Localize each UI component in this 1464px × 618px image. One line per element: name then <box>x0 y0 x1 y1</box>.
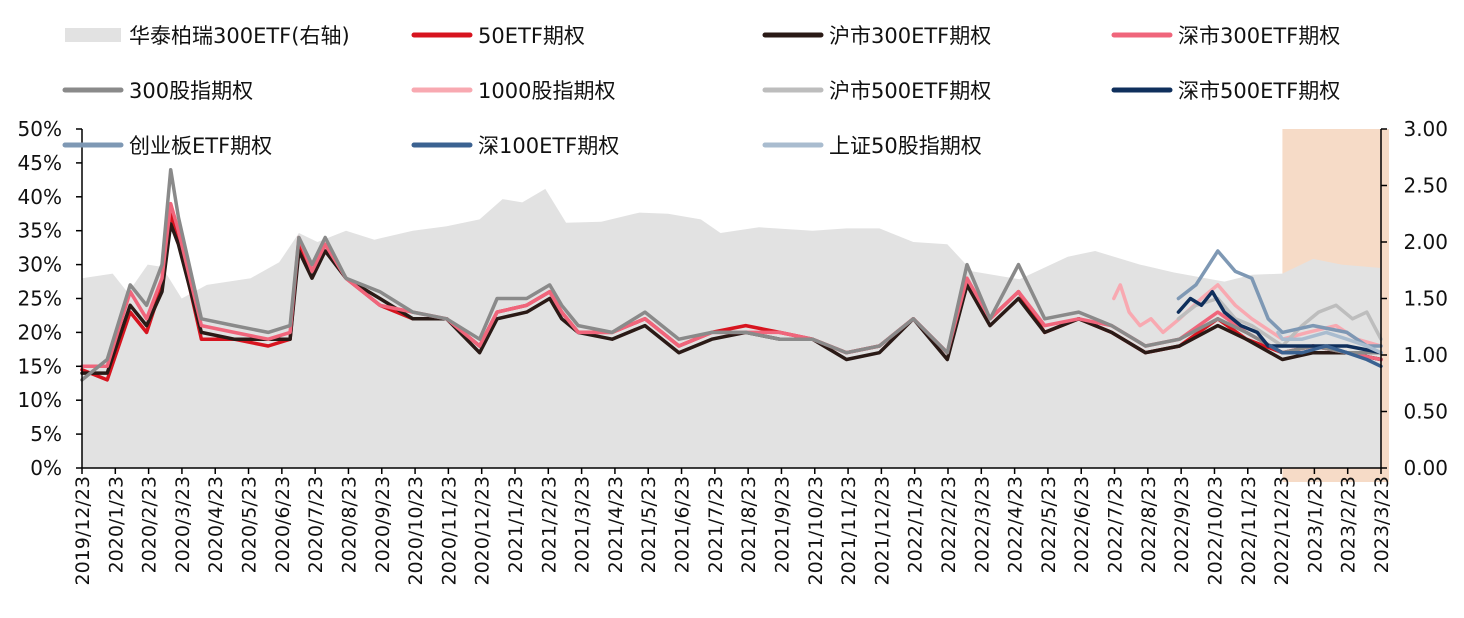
x-tick-label: 2020/9/23 <box>372 476 394 573</box>
y-right-tick-label: 1.00 <box>1403 343 1448 367</box>
series-line-10 <box>1276 330 1383 355</box>
y-left-tick-label: 20% <box>18 320 62 344</box>
legend-label-1: 50ETF期权 <box>478 24 585 48</box>
x-tick-label: 2020/6/23 <box>272 476 294 573</box>
y-left-tick-label: 10% <box>18 388 62 412</box>
x-tick-label: 2020/11/23 <box>438 476 460 586</box>
x-tick-label: 2021/3/23 <box>572 476 594 573</box>
y-right-tick-label: 0.50 <box>1403 400 1448 424</box>
series-line-2 <box>80 222 1383 375</box>
y-left-tick-label: 40% <box>18 185 62 209</box>
x-tick-label: 2020/10/23 <box>405 476 427 586</box>
legend-label-8: 创业板ETF期权 <box>129 134 272 158</box>
y-left-tick-label: 25% <box>18 287 62 311</box>
y-left-tick-label: 5% <box>30 422 62 446</box>
legend-label-3: 深市300ETF期权 <box>1178 24 1340 48</box>
x-tick-label: 2020/5/23 <box>239 476 261 573</box>
x-tick-label: 2019/12/23 <box>72 476 94 586</box>
x-tick-label: 2022/2/23 <box>938 476 960 573</box>
x-tick-label: 2021/7/23 <box>705 476 727 573</box>
x-tick-label: 2021/4/23 <box>605 476 627 573</box>
legend-label-2: 沪市300ETF期权 <box>829 24 991 48</box>
legend-label-6: 沪市500ETF期权 <box>829 79 991 103</box>
legend-label-9: 深100ETF期权 <box>478 134 619 158</box>
series-line-6 <box>1176 296 1383 348</box>
x-tick-label: 2022/1/23 <box>905 476 927 573</box>
series-line-9 <box>1268 344 1383 369</box>
legend-swatch-0 <box>65 28 121 42</box>
y-right-tick-label: 2.00 <box>1403 230 1448 254</box>
x-tick-label: 2020/8/23 <box>338 476 360 573</box>
y-left-tick-label: 45% <box>18 151 62 175</box>
legend-label-7: 深市500ETF期权 <box>1178 79 1340 103</box>
x-tick-label: 2022/10/23 <box>1204 476 1226 586</box>
y-right-tick-label: 0.00 <box>1403 456 1448 480</box>
x-tick-label: 2020/12/23 <box>472 476 494 586</box>
x-tick-label: 2020/7/23 <box>305 476 327 573</box>
x-tick-label: 2021/1/23 <box>505 476 527 573</box>
legend-label-0: 华泰柏瑞300ETF(右轴) <box>129 24 350 48</box>
x-tick-label: 2021/11/23 <box>838 476 860 586</box>
y-right-tick-label: 2.50 <box>1403 174 1448 198</box>
x-tick-label: 2022/4/23 <box>1005 476 1027 573</box>
y-right-tick-label: 3.00 <box>1403 117 1448 141</box>
x-tick-label: 2021/8/23 <box>738 476 760 573</box>
x-tick-label: 2022/7/23 <box>1105 476 1127 573</box>
x-tick-label: 2022/3/23 <box>971 476 993 573</box>
x-tick-label: 2021/5/23 <box>638 476 660 573</box>
series-line-8 <box>1176 249 1383 348</box>
legend-label-5: 1000股指期权 <box>478 79 615 103</box>
x-tick-label: 2023/3/23 <box>1371 476 1393 573</box>
x-tick-label: 2021/10/23 <box>805 476 827 586</box>
x-tick-label: 2020/3/23 <box>172 476 194 573</box>
y-left-tick-label: 35% <box>18 219 62 243</box>
x-tick-label: 2021/6/23 <box>672 476 694 573</box>
legend-label-10: 上证50股指期权 <box>829 134 982 158</box>
x-tick-label: 2021/2/23 <box>538 476 560 573</box>
y-left-tick-label: 0% <box>30 456 62 480</box>
x-tick-label: 2022/12/23 <box>1271 476 1293 586</box>
x-tick-label: 2022/5/23 <box>1038 476 1060 573</box>
x-tick-label: 2021/12/23 <box>871 476 893 586</box>
series-line-4 <box>80 167 1383 382</box>
x-tick-label: 2022/9/23 <box>1171 476 1193 573</box>
legend-label-4: 300股指期权 <box>129 79 253 103</box>
y-left-tick-label: 30% <box>18 253 62 277</box>
x-tick-label: 2020/1/23 <box>105 476 127 573</box>
x-tick-label: 2020/4/23 <box>205 476 227 573</box>
x-tick-label: 2020/2/23 <box>139 476 161 573</box>
y-left-tick-label: 50% <box>18 117 62 141</box>
x-tick-label: 2023/1/23 <box>1304 476 1326 573</box>
x-tick-label: 2021/9/23 <box>771 476 793 573</box>
x-tick-label: 2022/8/23 <box>1138 476 1160 573</box>
y-right-tick-label: 1.50 <box>1403 287 1448 311</box>
x-tick-label: 2022/6/23 <box>1071 476 1093 573</box>
y-left-tick-label: 15% <box>18 354 62 378</box>
x-tick-label: 2023/2/23 <box>1338 476 1360 573</box>
series-line-7 <box>1176 289 1383 355</box>
x-tick-label: 2022/11/23 <box>1238 476 1260 586</box>
